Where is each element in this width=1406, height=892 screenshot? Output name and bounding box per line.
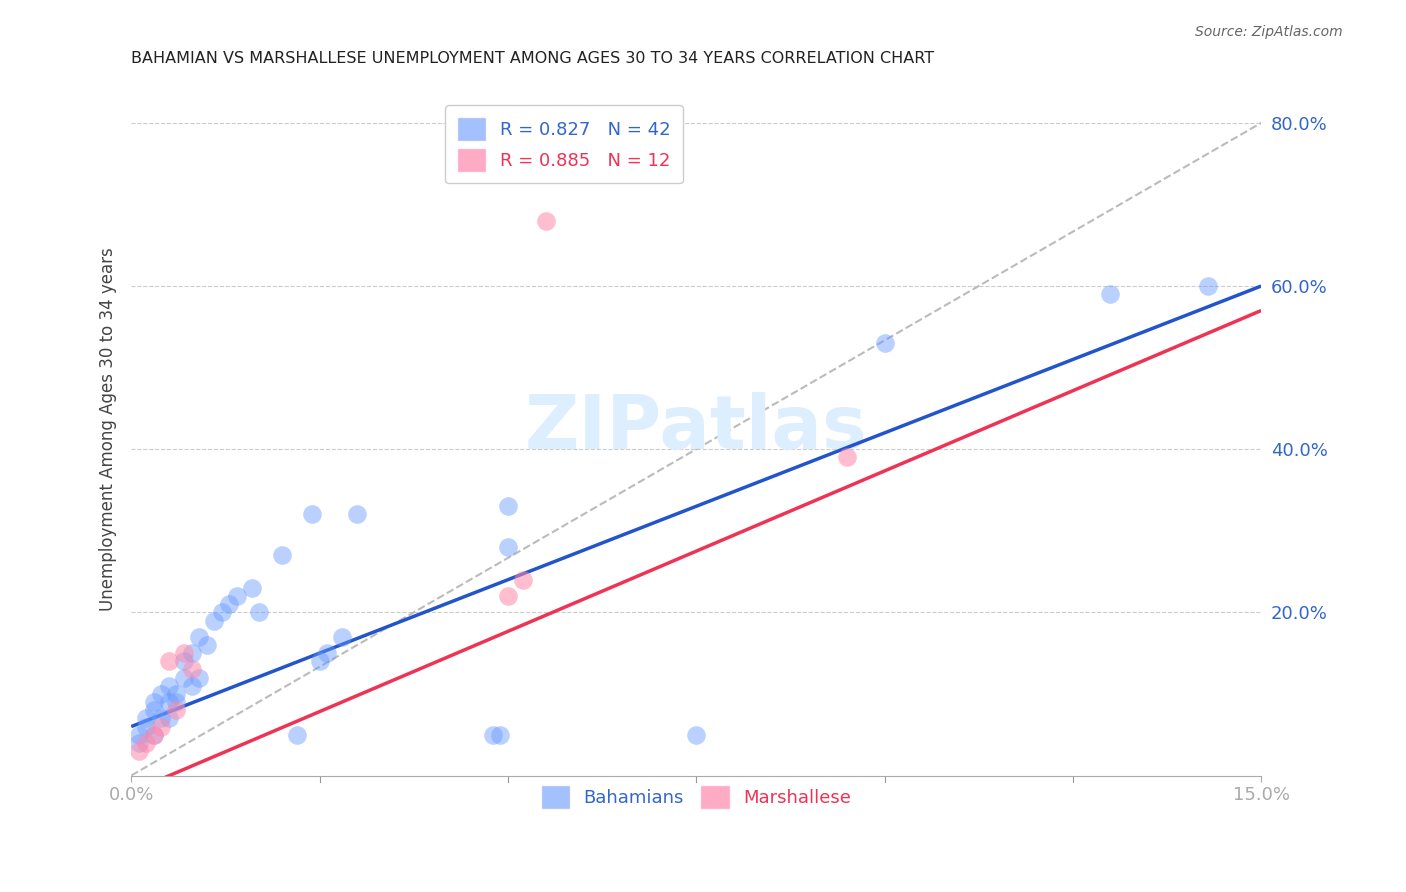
Point: [685, 728, 707, 742]
Point: [188, 630, 211, 644]
Point: [180, 646, 202, 660]
Point: [247, 606, 270, 620]
Point: [211, 606, 233, 620]
Text: BAHAMIAN VS MARSHALLESE UNEMPLOYMENT AMONG AGES 30 TO 34 YEARS CORRELATION CHART: BAHAMIAN VS MARSHALLESE UNEMPLOYMENT AMO…: [131, 51, 935, 66]
Point: [534, 214, 557, 228]
Point: [157, 654, 180, 668]
Point: [142, 703, 165, 717]
Point: [195, 638, 218, 652]
Point: [308, 654, 330, 668]
Point: [165, 703, 187, 717]
Point: [135, 736, 157, 750]
Text: Source: ZipAtlas.com: Source: ZipAtlas.com: [1195, 25, 1343, 39]
Point: [165, 687, 187, 701]
Y-axis label: Unemployment Among Ages 30 to 34 years: Unemployment Among Ages 30 to 34 years: [100, 247, 117, 611]
Point: [135, 711, 157, 725]
Point: [1197, 279, 1219, 293]
Point: [482, 728, 505, 742]
Point: [1099, 287, 1122, 301]
Point: [285, 728, 308, 742]
Point: [142, 728, 165, 742]
Point: [240, 581, 263, 595]
Point: [301, 508, 323, 522]
Point: [202, 614, 225, 628]
Point: [128, 744, 150, 758]
Point: [496, 500, 519, 514]
Point: [270, 548, 292, 562]
Point: [150, 711, 173, 725]
Point: [157, 711, 180, 725]
Point: [496, 589, 519, 603]
Point: [225, 589, 247, 603]
Point: [135, 720, 157, 734]
Point: [157, 679, 180, 693]
Point: [346, 508, 368, 522]
Point: [173, 671, 195, 685]
Point: [142, 695, 165, 709]
Point: [180, 663, 202, 677]
Point: [165, 695, 187, 709]
Point: [489, 728, 512, 742]
Point: [218, 597, 240, 611]
Point: [173, 654, 195, 668]
Point: [128, 736, 150, 750]
Point: [873, 336, 896, 351]
Legend: Bahamians, Marshallese: Bahamians, Marshallese: [534, 779, 858, 815]
Point: [150, 720, 173, 734]
Text: ZIPatlas: ZIPatlas: [524, 392, 868, 466]
Point: [512, 573, 534, 587]
Point: [316, 646, 339, 660]
Point: [142, 728, 165, 742]
Point: [150, 687, 173, 701]
Point: [128, 728, 150, 742]
Point: [157, 695, 180, 709]
Point: [835, 450, 858, 465]
Point: [173, 646, 195, 660]
Point: [496, 540, 519, 554]
Point: [188, 671, 211, 685]
Point: [330, 630, 353, 644]
Point: [180, 679, 202, 693]
